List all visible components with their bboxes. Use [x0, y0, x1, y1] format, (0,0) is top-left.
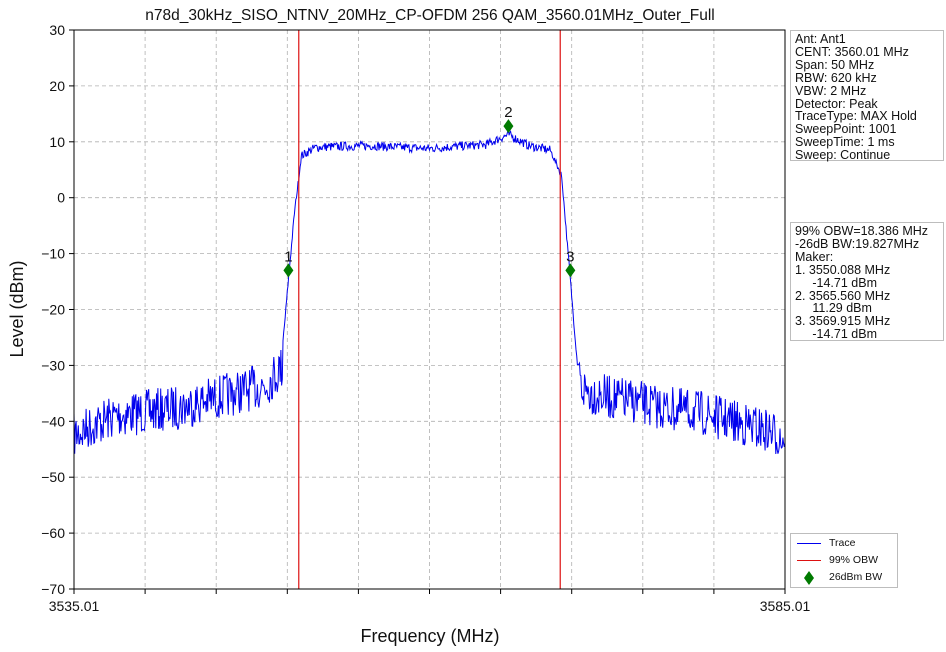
plot-frame	[73, 29, 786, 590]
y-tick-label: −40	[41, 413, 65, 429]
info-line: Span: 50 MHz	[795, 57, 875, 72]
info-box: Ant: Ant1 CENT: 3560.01 MHz Span: 50 MHz…	[790, 30, 944, 163]
y-tick-label: 10	[49, 134, 65, 150]
obw-line: -14.71 dBm	[795, 327, 877, 342]
info-line: CENT: 3560.01 MHz	[795, 44, 909, 59]
info-line: Detector: Peak	[795, 96, 878, 111]
marker-diamond	[565, 263, 576, 278]
trace-line	[73, 129, 786, 455]
obw-line: 11.29 dBm	[795, 301, 872, 316]
y-tick-label: −50	[41, 469, 65, 485]
marker-diamond	[503, 119, 514, 134]
info-line: Ant: Ant1	[795, 32, 846, 46]
diamond-icon	[804, 571, 814, 585]
info-line: Sweep: Continue	[795, 148, 891, 163]
obw-line: 3. 3569.915 MHz	[795, 314, 891, 329]
y-tick-label: −70	[41, 581, 65, 597]
legend-item-obw: 99% OBW	[791, 554, 897, 568]
x-tick-label: 3585.01	[760, 598, 811, 614]
legend-label-obw: 99% OBW	[829, 554, 879, 566]
x-tick-label: 3535.01	[49, 598, 100, 614]
y-tick-label: −30	[41, 357, 65, 373]
y-tick-label: −20	[41, 302, 65, 318]
marker-label: 3	[566, 248, 574, 265]
legend-swatch-trace	[797, 543, 821, 544]
legend: Trace 99% OBW 26dBm BW	[790, 533, 898, 588]
info-line: TraceType: MAX Hold	[795, 109, 917, 124]
legend-label-bw: 26dBm BW	[829, 571, 883, 583]
obw-line: 2. 3565.560 MHz	[795, 288, 891, 303]
obw-line: -14.71 dBm	[795, 275, 877, 290]
obw-line: 99% OBW=18.386 MHz	[795, 224, 929, 238]
obw-lines	[298, 30, 561, 589]
grid	[69, 29, 786, 594]
y-tick-label: 30	[49, 22, 65, 38]
y-tick-labels: 30 20 10 0 −10 −20 −30 −40 −50 −60 −70	[41, 22, 65, 597]
info-line: SweepPoint: 1001	[795, 122, 897, 137]
marker-label: 2	[504, 104, 512, 121]
obw-line: Maker:	[795, 249, 834, 264]
legend-item-trace: Trace	[791, 537, 897, 551]
marker-label: 1	[284, 248, 292, 265]
y-tick-label: 20	[49, 78, 65, 94]
info-line: SweepTime: 1 ms	[795, 135, 895, 150]
y-tick-label: −60	[41, 525, 65, 541]
obw-line: 1. 3550.088 MHz	[795, 262, 891, 277]
x-tick-labels: 3535.01 3585.01	[49, 598, 811, 614]
y-tick-label: −10	[41, 246, 65, 262]
marker-diamond	[283, 263, 294, 278]
legend-label-trace: Trace	[829, 537, 856, 549]
chart-title: n78d_30kHz_SISO_NTNV_20MHz_CP-OFDM 256 Q…	[145, 7, 714, 24]
x-axis-label: Frequency (MHz)	[360, 626, 499, 646]
y-axis-label: Level (dBm)	[7, 260, 27, 357]
y-tick-label: 0	[57, 190, 65, 206]
markers: 1 2 3	[283, 104, 576, 278]
series-group	[73, 129, 786, 455]
legend-swatch-obw	[797, 560, 821, 561]
obw-box: 99% OBW=18.386 MHz -26dB BW:19.827MHz Ma…	[790, 222, 944, 341]
legend-item-bw: 26dBm BW	[791, 571, 897, 585]
info-line: VBW: 2 MHz	[795, 83, 867, 98]
info-line: RBW: 620 kHz	[795, 70, 877, 85]
obw-line: -26dB BW:19.827MHz	[795, 236, 920, 251]
